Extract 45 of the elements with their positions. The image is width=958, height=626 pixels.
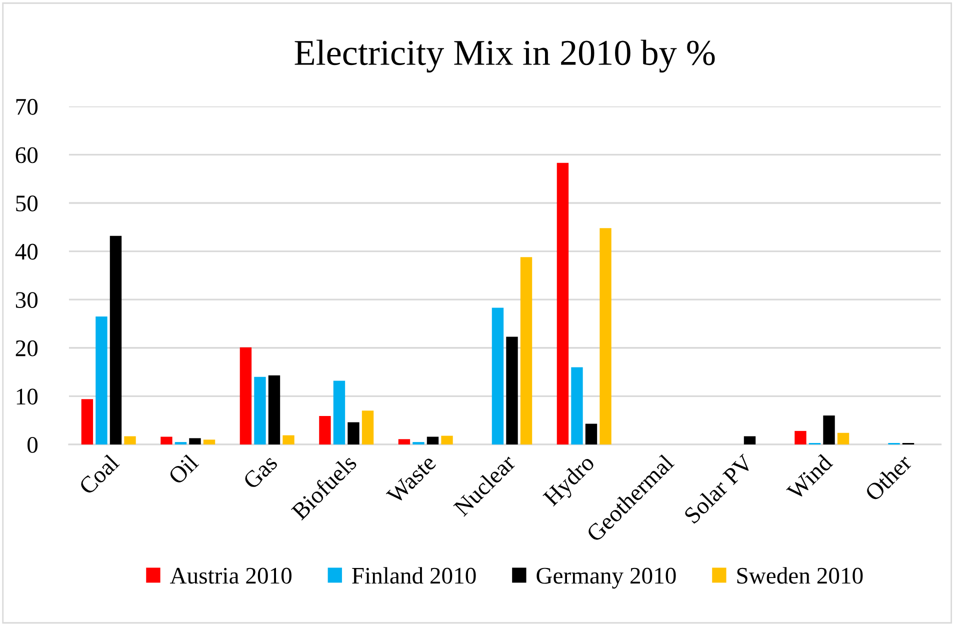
bar: [837, 432, 850, 444]
y-tick-label: 10: [16, 388, 38, 405]
bar: [160, 436, 172, 444]
bar: [441, 436, 453, 444]
bar: [268, 375, 280, 444]
bar: [585, 424, 598, 444]
legend-label: Sweden 2010: [737, 567, 863, 584]
bar: [520, 257, 532, 444]
bar: [823, 415, 835, 444]
bar: [254, 376, 266, 444]
y-tick-label: 50: [16, 195, 38, 212]
bar: [189, 438, 201, 444]
bar: [556, 162, 569, 444]
bar: [240, 347, 252, 444]
y-tick-label: 20: [16, 340, 38, 356]
bar: [319, 416, 331, 444]
bar: [333, 380, 346, 444]
y-tick-label: 70: [16, 98, 38, 115]
bar: [96, 316, 108, 444]
bar: [348, 422, 360, 444]
bar: [362, 410, 374, 444]
bar: [110, 236, 122, 444]
y-tick-label: 30: [16, 292, 38, 308]
y-tick-label: 40: [15, 244, 38, 260]
y-tick-label: 0: [28, 436, 38, 453]
legend-label: Germany 2010: [536, 568, 676, 589]
y-tick-label: 60: [16, 147, 38, 164]
x-tick-label: Coal: [78, 453, 120, 496]
bar: [81, 399, 94, 444]
legend-label: Austria 2010: [170, 568, 292, 584]
bar: [600, 228, 612, 444]
x-tick-label: Gas: [242, 454, 278, 490]
bar: [124, 436, 136, 444]
bar: [571, 367, 583, 444]
legend-label: Finland 2010: [352, 567, 476, 584]
bar: [492, 308, 504, 444]
bar: [282, 435, 294, 444]
bar: [744, 436, 756, 444]
bar: [794, 430, 806, 444]
bar: [203, 440, 216, 444]
chart-title: Electricity Mix in 2010 by %: [294, 40, 715, 73]
bar: [506, 336, 518, 444]
bar: [426, 436, 439, 444]
bar: [398, 439, 410, 444]
x-tick-label: Oil: [167, 453, 200, 486]
